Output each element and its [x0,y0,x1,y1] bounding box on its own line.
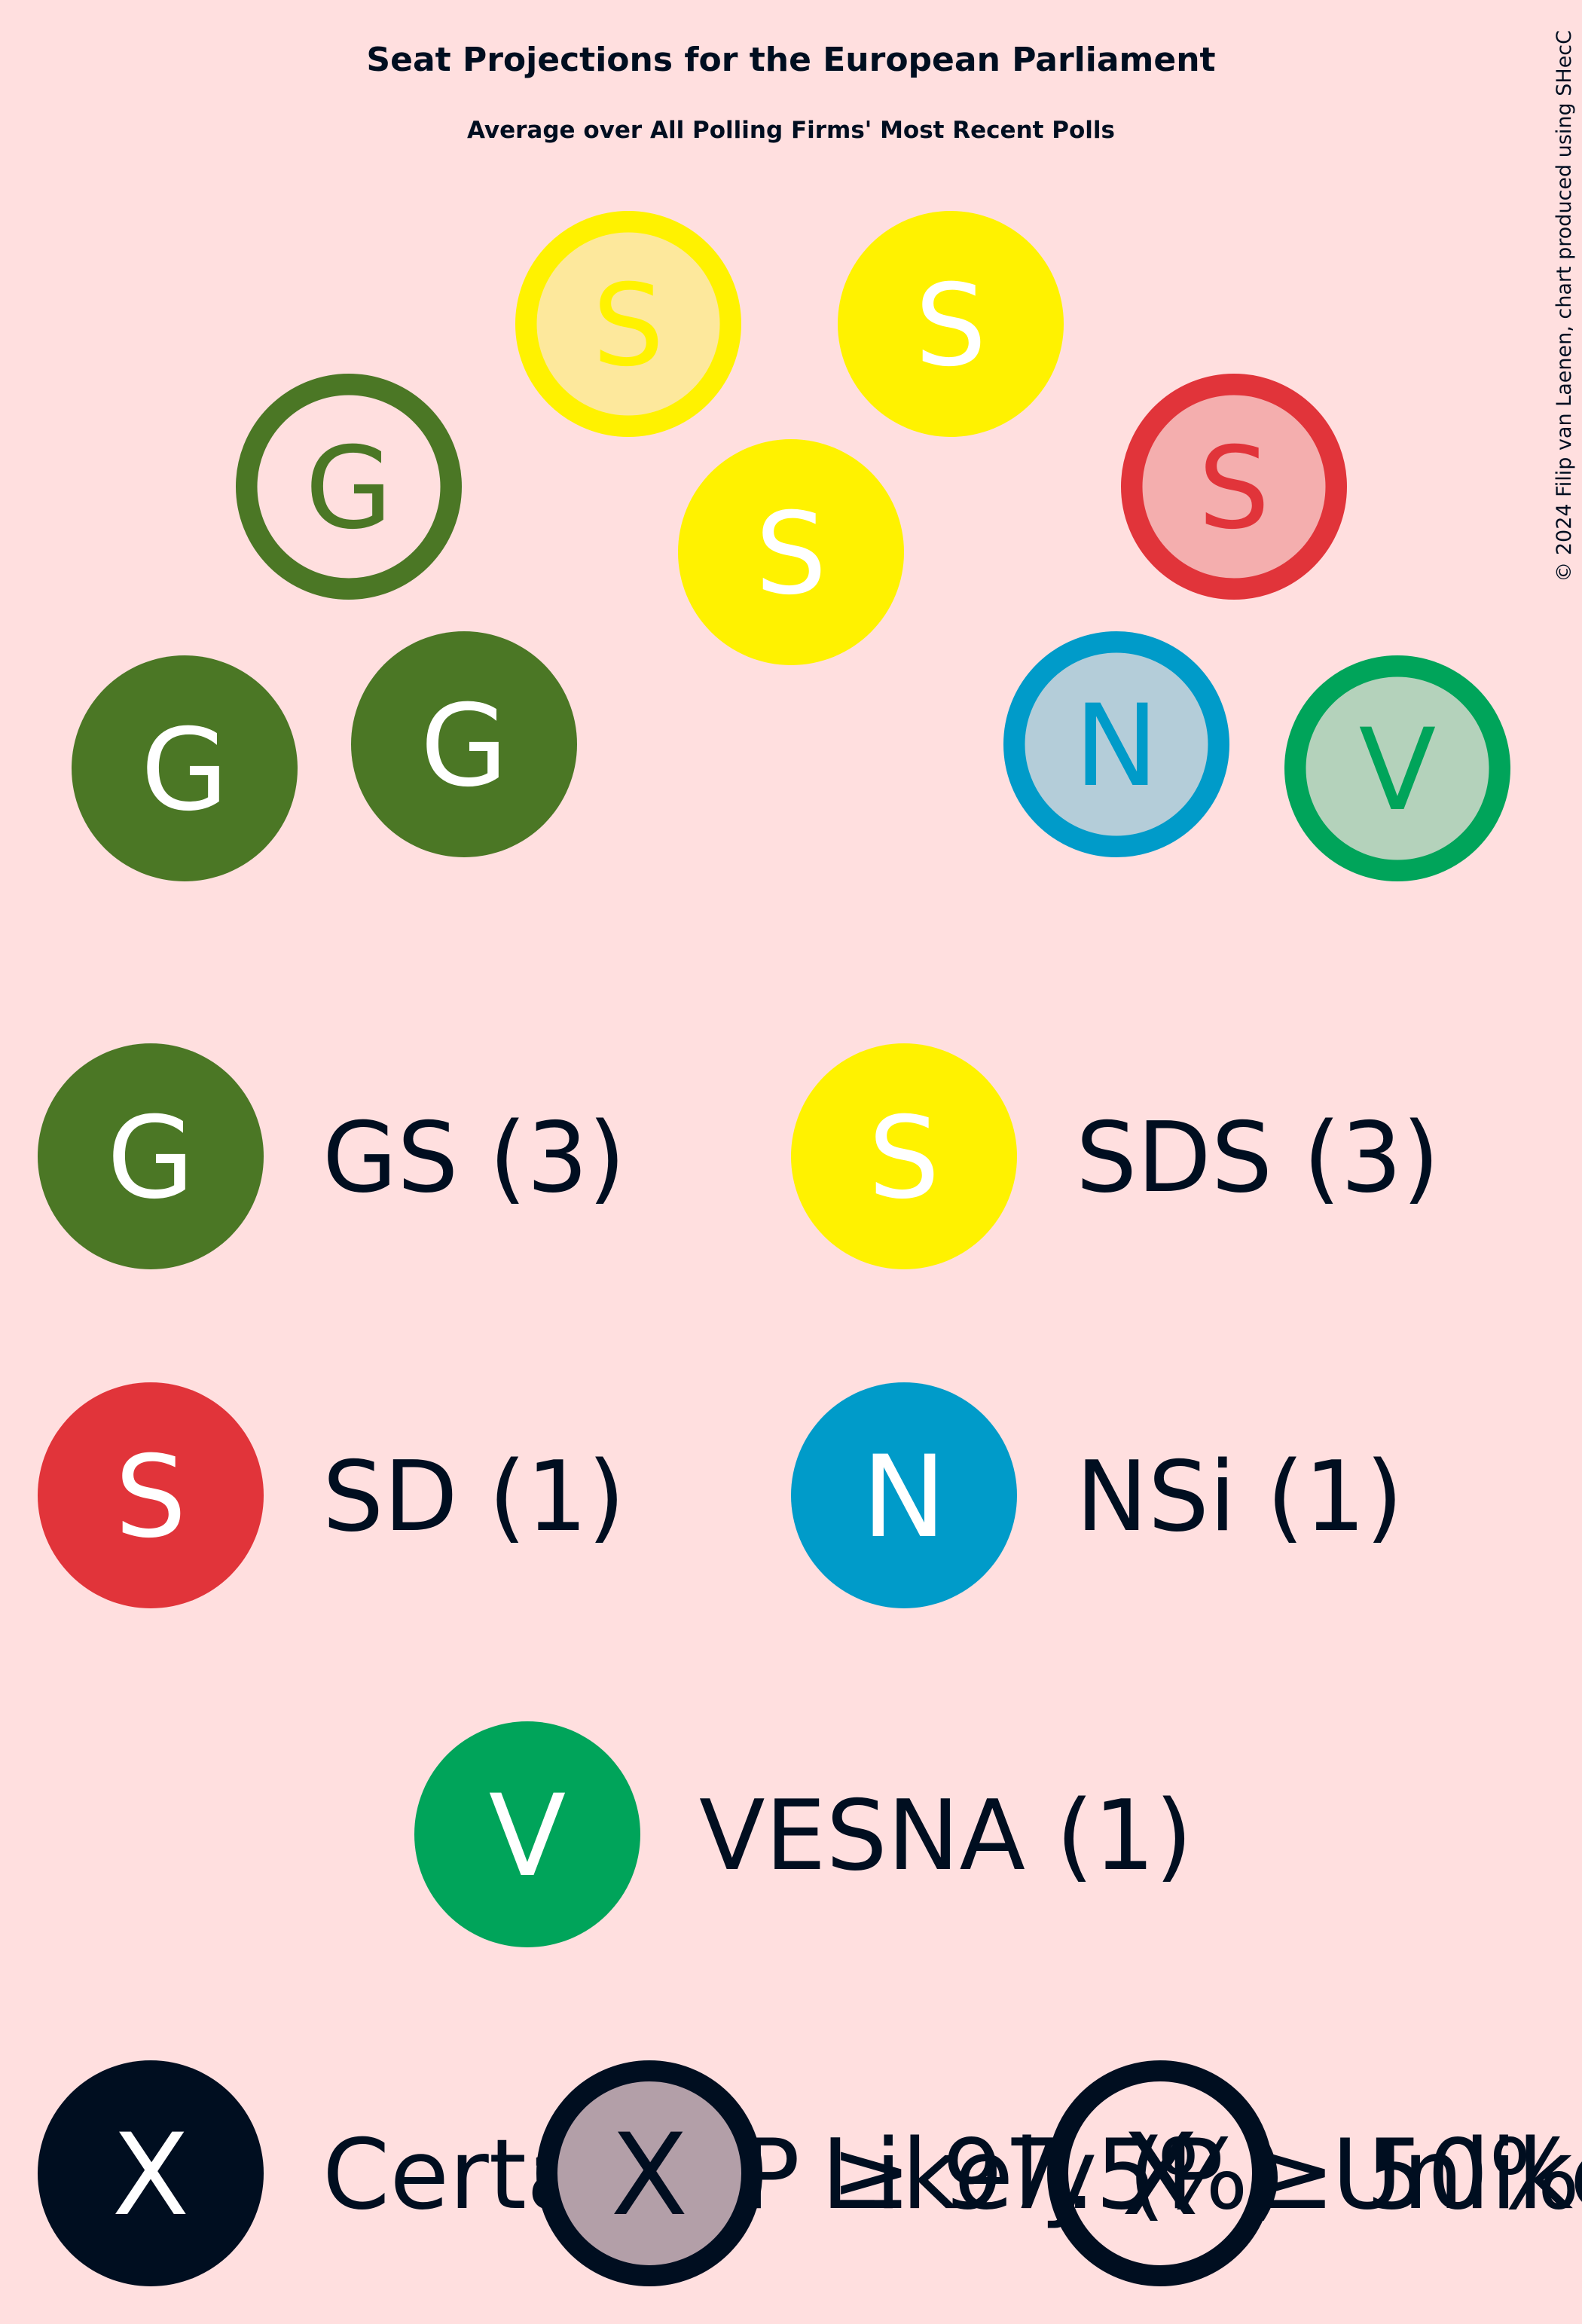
status-legend-unlikely: X Unlikely [1047,2060,1582,2286]
legend-label-gs: GS (3) [322,1102,625,1214]
seat-gs-1: G [72,655,298,881]
seat-gs-3-letter: G [305,423,392,554]
status-label-certain: Certain (P ≥ 97.5%) [322,2119,1286,2231]
status-letter-likely: X [611,2110,689,2241]
status-legend-likely: X Likely (P ≥ 50%) [536,2060,1582,2286]
legend-swatch-gs-circle [38,1043,264,1269]
legend-label-sds: SDS (3) [1076,1102,1440,1214]
seat-nsi-8-circle [1003,631,1229,857]
status-label-unlikely: Unlikely [1332,2119,1582,2231]
legend-item-gs: G GS (3) [38,1043,625,1269]
legend-swatch-sd: S [38,1382,264,1608]
seat-nsi-8: N [1003,631,1229,857]
seat-sd-7-circle [1121,374,1347,600]
legend-swatch-sds-circle [791,1043,1017,1269]
seat-gs-1-letter: G [141,705,228,836]
chart-credit: © 2024 Filip van Laenen, chart produced … [1553,30,1576,582]
legend-swatch-gs: G [38,1043,264,1269]
seat-gs-2: G [351,631,577,857]
seat-sds-4-circle [515,211,741,437]
seat-sds-6: S [678,439,904,665]
seat-arc: G GGS SS SN V [72,211,1510,881]
legend-label-vesna: VESNA (1) [699,1780,1193,1892]
legend-swatch-nsi-letter: N [862,1432,946,1563]
chart-subtitle: Average over All Polling Firms' Most Rec… [467,117,1115,144]
status-swatch-unlikely [1047,2060,1273,2286]
legend-label-nsi: NSi (1) [1076,1441,1403,1553]
legend-swatch-sd-letter: S [115,1432,186,1563]
status-label-likely: Likely (P ≥ 50%) [821,2119,1582,2231]
legend-swatch-sds: S [791,1043,1017,1269]
legend-item-sd: S SD (1) [38,1382,625,1608]
seat-sds-6-letter: S [755,489,826,620]
legend-swatch-vesna: V [414,1721,640,1947]
legend-item-nsi: N NSi (1) [791,1382,1403,1608]
seat-sds-5: S [838,211,1064,437]
status-legend-certain: X Certain (P ≥ 97.5%) [38,2060,1286,2286]
seat-gs-3-circle [236,374,462,600]
legend-swatch-nsi-circle [791,1382,1017,1608]
chart-title: Seat Projections for the European Parlia… [366,41,1215,79]
legend-item-sds: S SDS (3) [791,1043,1440,1269]
seat-gs-3: G [236,374,462,600]
seat-sds-5-circle [838,211,1064,437]
seat-sd-7-letter: S [1198,423,1269,554]
status-swatch-certain [38,2060,264,2286]
seat-gs-2-letter: G [420,681,508,812]
legend-swatch-vesna-letter: V [489,1771,567,1902]
legend-swatch-gs-letter: G [107,1093,194,1224]
party-legend: G GS (3) S SDS (3) S SD (1) N NSi (1) V VESNA (1) [38,1043,1440,1947]
legend-swatch-nsi: N [791,1382,1017,1608]
seat-sds-6-circle [678,439,904,665]
seat-nsi-8-letter: N [1074,681,1159,812]
seat-sd-7: S [1121,374,1347,600]
legend-label-sd: SD (1) [322,1441,625,1553]
seat-vesna-9-letter: V [1359,705,1437,836]
seat-sds-5-letter: S [915,261,986,392]
legend-swatch-sds-letter: S [868,1093,939,1224]
seat-gs-1-circle [72,655,298,881]
seat-vesna-9-circle [1284,655,1510,881]
seat-vesna-9: V [1284,655,1510,881]
status-legend: X Certain (P ≥ 97.5%)X Likely (P ≥ 50%)X Un… [38,2060,1582,2286]
legend-swatch-sd-circle [38,1382,264,1608]
seat-sds-4-letter: S [592,261,664,392]
status-letter-unlikely: X [1122,2110,1199,2241]
status-letter-certain: X [112,2110,190,2241]
legend-swatch-vesna-circle [414,1721,640,1947]
status-swatch-likely [536,2060,762,2286]
seat-gs-2-circle [351,631,577,857]
legend-item-vesna: V VESNA (1) [414,1721,1193,1947]
seat-sds-4: S [515,211,741,437]
